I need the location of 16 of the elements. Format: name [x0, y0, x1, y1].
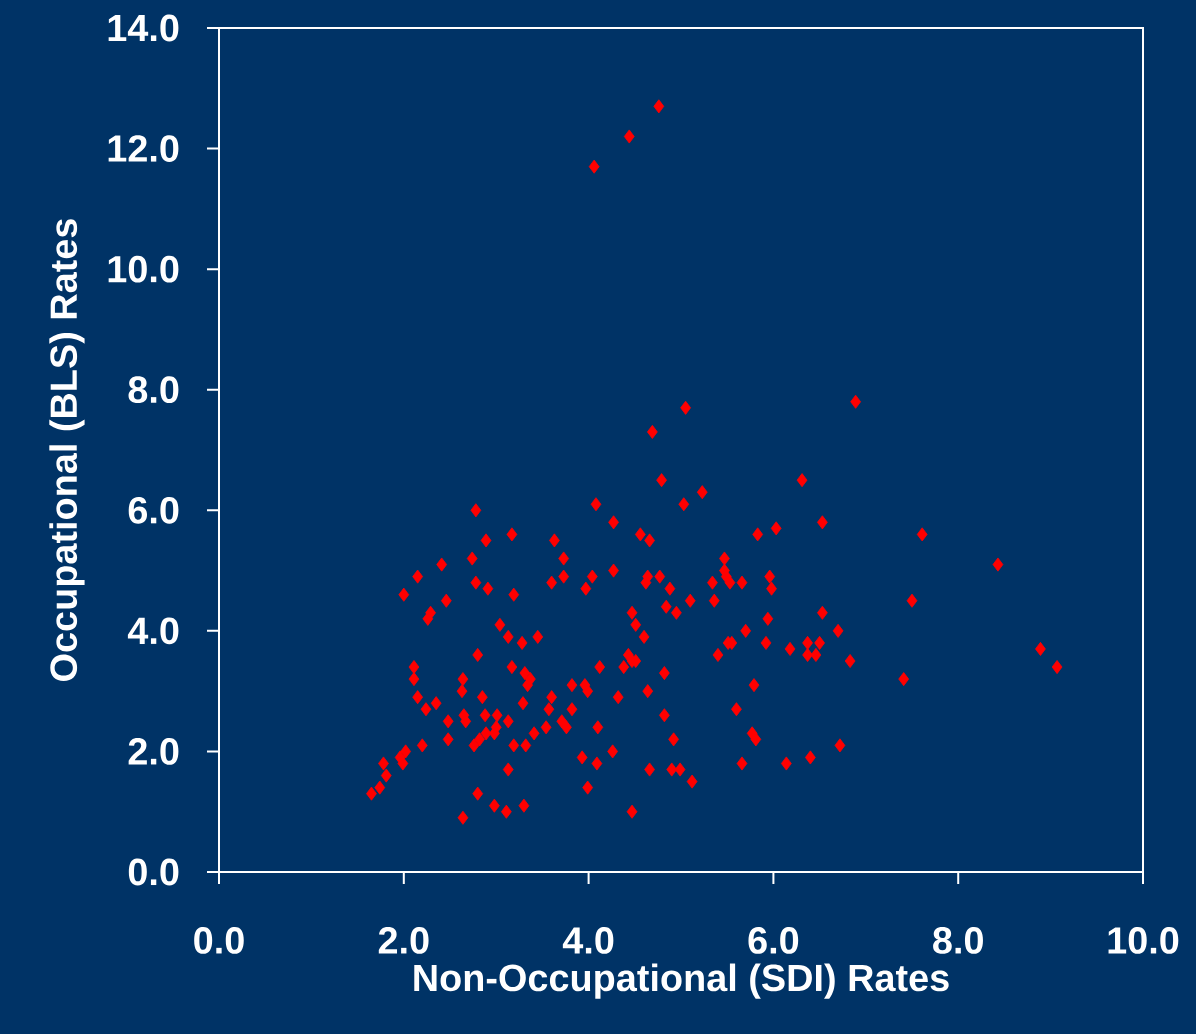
- y-tick-label: 6.0: [128, 496, 179, 524]
- y-tick-label: 10.0: [108, 255, 179, 283]
- y-tick-label: 8.0: [128, 376, 179, 404]
- y-tick-label: 4.0: [127, 617, 179, 645]
- x-tick-label: 0.0: [194, 927, 244, 954]
- y-axis-title: Occupational (BLS) Rates: [49, 219, 85, 681]
- x-tick-label: 8.0: [933, 927, 983, 954]
- y-tick-label: 12.0: [108, 135, 179, 162]
- x-tick-label: 6.0: [748, 927, 799, 954]
- x-tick-label: 4.0: [562, 927, 614, 954]
- x-tick-label: 2.0: [378, 927, 429, 954]
- y-tick-label: 0.0: [128, 858, 179, 886]
- x-axis-title: Non-Occupational (SDI) Rates: [414, 963, 949, 999]
- x-tick-label: 10.0: [1108, 927, 1179, 954]
- y-tick-label: 2.0: [128, 738, 179, 765]
- y-tick-label: 14.0: [108, 14, 179, 42]
